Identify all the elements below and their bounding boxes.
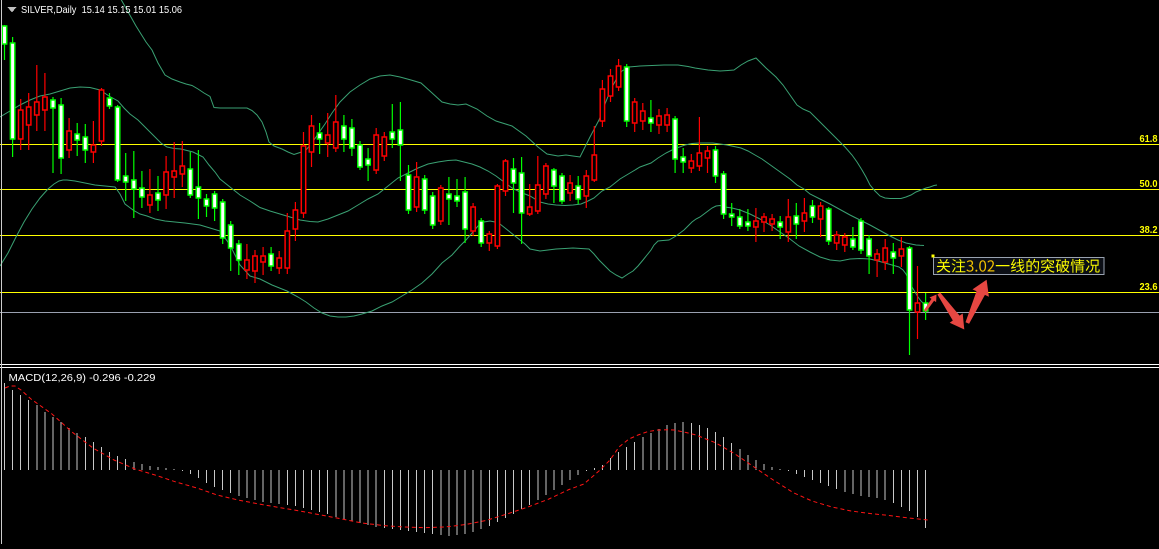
svg-text:SILVER,Daily 15.14 15.15 15.0: SILVER,Daily 15.14 15.15 15.01 15.06: [21, 4, 182, 16]
svg-text:38.2: 38.2: [1140, 225, 1158, 236]
svg-text:MACD(12,26,9) -0.296 -0.229: MACD(12,26,9) -0.296 -0.229: [9, 372, 156, 384]
svg-text:50.0: 50.0: [1140, 179, 1158, 190]
svg-text:23.6: 23.6: [1140, 282, 1158, 293]
svg-text:61.8: 61.8: [1140, 134, 1158, 145]
